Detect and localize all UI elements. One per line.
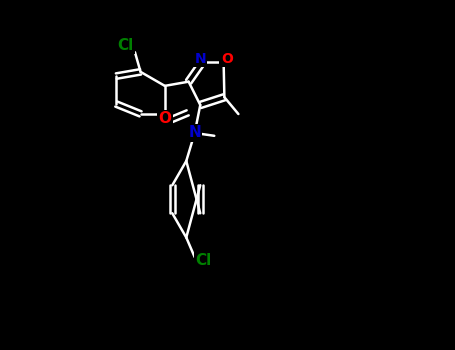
Text: N: N [188,126,201,140]
Text: O: O [158,111,172,126]
Text: O: O [221,52,233,66]
Text: N: N [194,52,206,66]
Text: Cl: Cl [117,38,133,53]
Text: Cl: Cl [195,253,212,268]
